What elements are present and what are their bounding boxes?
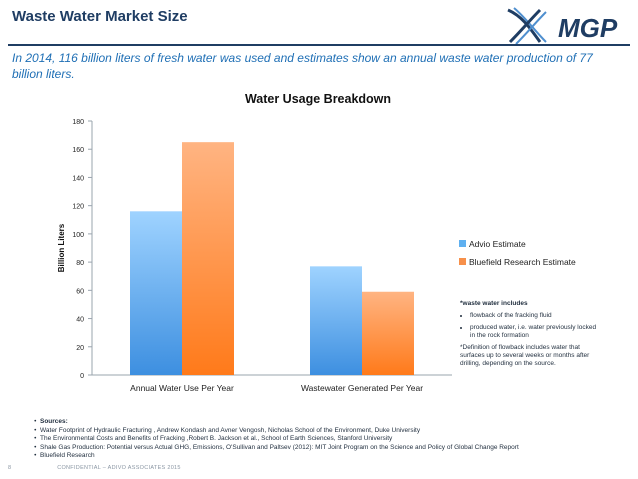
logo-text: MGP: [558, 13, 618, 43]
legend-swatch: [459, 240, 466, 247]
legend-label: Advio Estimate: [469, 239, 526, 249]
source-item: Shale Gas Production: Potential versus A…: [40, 444, 628, 453]
note-list: flowback of the fracking fluid produced …: [460, 312, 600, 340]
chart-title: Water Usage Breakdown: [245, 92, 391, 106]
y-tick-label: 80: [76, 260, 84, 267]
bar-bluefield-0: [182, 142, 234, 375]
note-item: produced water, i.e. water previously lo…: [470, 324, 600, 340]
source-item: Bluefield Research: [40, 452, 628, 461]
note-heading: *waste water includes: [460, 300, 528, 307]
y-tick-label: 0: [80, 373, 84, 380]
y-tick-label: 100: [72, 232, 84, 239]
slide-subtitle: In 2014, 116 billion liters of fresh wat…: [12, 51, 593, 81]
bar-bluefield-1: [362, 291, 414, 375]
y-tick-label: 140: [72, 175, 84, 182]
sources-label: Sources:: [40, 418, 628, 427]
slide-title: Waste Water Market Size: [12, 8, 188, 25]
chart-area: Water Usage Breakdown Billion Liters 0 20…: [0, 86, 638, 406]
y-tick-label: 120: [72, 204, 84, 211]
bar-advio-0: [130, 211, 182, 375]
water-usage-chart: Water Usage Breakdown Billion Liters 0 20…: [57, 92, 576, 393]
y-axis-label: Billion Liters: [57, 223, 66, 272]
title-divider: [8, 44, 630, 46]
y-tick-label: 60: [76, 288, 84, 295]
note-definition: *Definition of flowback includes water t…: [460, 344, 590, 367]
logo-mark-icon: [507, 7, 547, 45]
bar-advio-1: [310, 266, 362, 375]
x-category-label: Annual Water Use Per Year: [130, 383, 234, 393]
legend-label: Bluefield Research Estimate: [469, 257, 576, 267]
y-tick-label: 180: [72, 119, 84, 126]
confidential-label: CONFIDENTIAL – ADIVO ASSOCIATES 2015: [57, 465, 181, 471]
chart-bars: [130, 142, 414, 375]
mgp-logo: MGP: [507, 7, 618, 45]
y-tick-label: 40: [76, 317, 84, 324]
x-category-label: Wastewater Generated Per Year: [301, 383, 423, 393]
page-number: 8: [8, 465, 12, 471]
source-item: Water Footprint of Hydraulic Fracturing …: [40, 427, 628, 436]
y-tick-label: 160: [72, 147, 84, 154]
waste-water-note: *waste water includes flowback of the fr…: [460, 300, 600, 368]
legend-swatch: [459, 258, 466, 265]
chart-legend: Advio Estimate Bluefield Research Estimat…: [459, 239, 576, 267]
source-item: The Environmental Costs and Benefits of …: [40, 435, 628, 444]
sources-list: Sources: Water Footprint of Hydraulic Fr…: [28, 418, 628, 461]
footer: 8 CONFIDENTIAL – ADIVO ASSOCIATES 2015: [8, 465, 181, 471]
note-item: flowback of the fracking fluid: [470, 312, 600, 320]
y-tick-label: 20: [76, 345, 84, 352]
